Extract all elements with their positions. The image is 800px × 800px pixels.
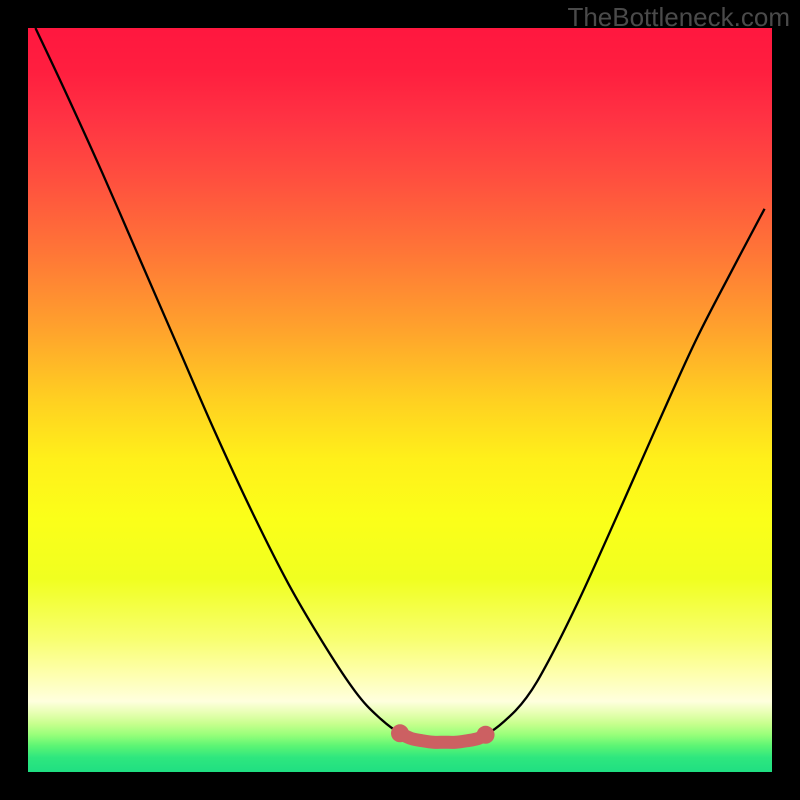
highlight-endpoint-right	[477, 726, 495, 744]
bottleneck-chart: TheBottleneck.com	[0, 0, 800, 800]
watermark-text: TheBottleneck.com	[567, 2, 790, 32]
chart-canvas: TheBottleneck.com	[0, 0, 800, 800]
highlight-endpoint-left	[391, 724, 409, 742]
heatmap-background-inner	[28, 28, 772, 772]
